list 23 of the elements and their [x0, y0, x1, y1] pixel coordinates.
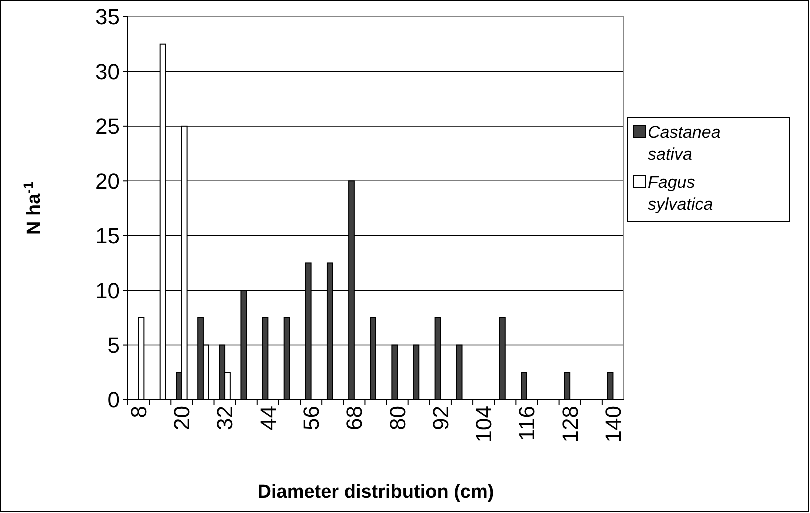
legend-label: Castanea sativa [648, 122, 721, 164]
x-tick-label: 140 [600, 406, 626, 443]
x-tick-label: 92 [428, 406, 454, 430]
x-tick-label: 32 [212, 406, 238, 430]
x-tick-label: 56 [299, 406, 324, 430]
x-tick-label: 128 [558, 406, 583, 443]
y-tick-label: 5 [108, 332, 120, 358]
y-tick-label: 30 [96, 59, 120, 84]
x-tick-label: 20 [170, 406, 195, 430]
y-tick-label: 35 [96, 4, 120, 30]
y-tick-label: 20 [96, 168, 120, 194]
x-tick-label: 116 [514, 406, 540, 442]
y-tick-label: 0 [108, 388, 120, 413]
y-tick-label: 15 [96, 224, 120, 249]
x-tick-label: 44 [256, 406, 281, 430]
x-tick-label: 80 [385, 406, 410, 430]
x-tick-label: 104 [472, 406, 497, 443]
x-axis-title: Diameter distribution (cm) [258, 482, 494, 503]
y-tick-label: 25 [96, 114, 120, 140]
legend-label: Fagus sylvatica [648, 172, 714, 214]
x-tick-label: 68 [342, 406, 368, 430]
x-tick-label: 8 [126, 406, 152, 418]
y-tick-label: 10 [96, 278, 120, 304]
